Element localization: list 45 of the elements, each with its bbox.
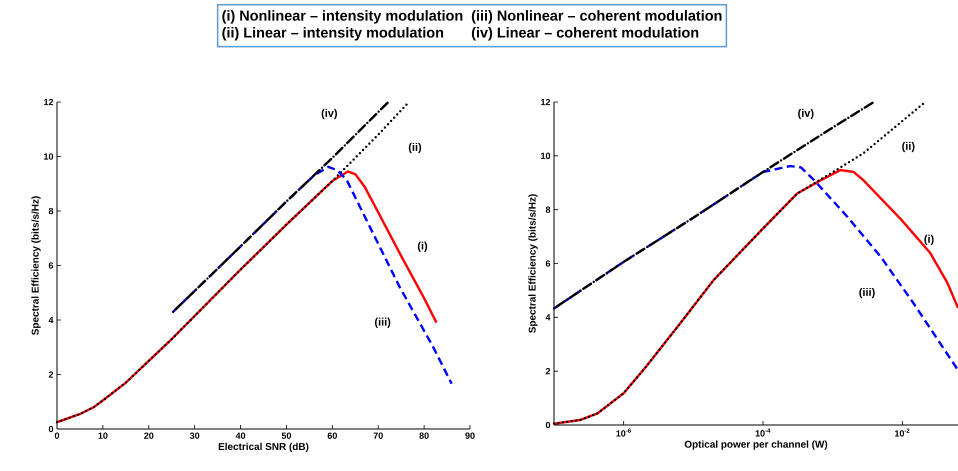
text: (iii) (859, 288, 875, 298)
y-tick-label: 10 (44, 153, 54, 160)
x-tick-label: 30 (190, 432, 200, 439)
y-tick-label: 4 (48, 316, 54, 324)
x-tick-label: 10$^{-6}$ (616, 428, 631, 437)
x-tick-label: 60 (328, 432, 337, 439)
x-tick-label: 10$^{-4}$ (756, 428, 770, 437)
x-tick-label: 10$^{-2}$ (894, 428, 910, 437)
y-axis-title: Spectral Efficiency (bits/s/Hz) (31, 196, 41, 335)
text: (iii) Nonlinear – coherent modulation (472, 10, 722, 24)
series-label: (i) (418, 242, 428, 252)
y-tick-label: 2 (48, 371, 54, 378)
y-tick-label: 6 (48, 262, 54, 269)
x-tick-label: 80 (419, 432, 429, 439)
y-tick-label: 8 (48, 208, 54, 214)
y-tick-label: 4 (546, 314, 550, 320)
x-axis-title: Optical power per channel (W) (684, 440, 828, 450)
series-label: (i) (924, 234, 934, 246)
text: (ii) (408, 142, 422, 154)
x-axis-title: Electrical SNR (dB) (218, 442, 308, 452)
text: (ii) Linear – intensity modulation (222, 27, 444, 41)
y-tick-label: 6 (546, 260, 550, 267)
y-tick-label: 12 (44, 98, 54, 106)
text: (iv) (322, 108, 337, 120)
series-label: (ii) (902, 142, 914, 152)
y-tick-label: 2 (546, 368, 550, 374)
series-label: (iv) (798, 108, 814, 120)
y-tick-label: 10 (541, 152, 550, 160)
x-tick-label: 0 (54, 432, 60, 439)
x-tick-label: 90 (465, 432, 475, 439)
x-tick-label: 50 (282, 432, 292, 439)
x-tick-label: 20 (144, 432, 154, 439)
line-series (56, 170, 438, 424)
y-tick-label: 12 (541, 98, 550, 106)
text: (iii) (374, 318, 390, 328)
text: (iv) Linear – coherent modulation (472, 27, 698, 41)
x-tick-label: 70 (374, 432, 383, 439)
line-series (172, 100, 390, 314)
x-tick-label: 10 (98, 432, 108, 439)
y-tick-label: 8 (546, 206, 550, 213)
y-tick-label: 0 (546, 422, 550, 428)
y-axis-title: Spectral Efficiency (bits/s/Hz) (528, 194, 538, 333)
line-series (172, 166, 453, 385)
text: (i) Nonlinear – intensity modulation (222, 10, 462, 24)
x-tick-label: 40 (236, 432, 246, 439)
